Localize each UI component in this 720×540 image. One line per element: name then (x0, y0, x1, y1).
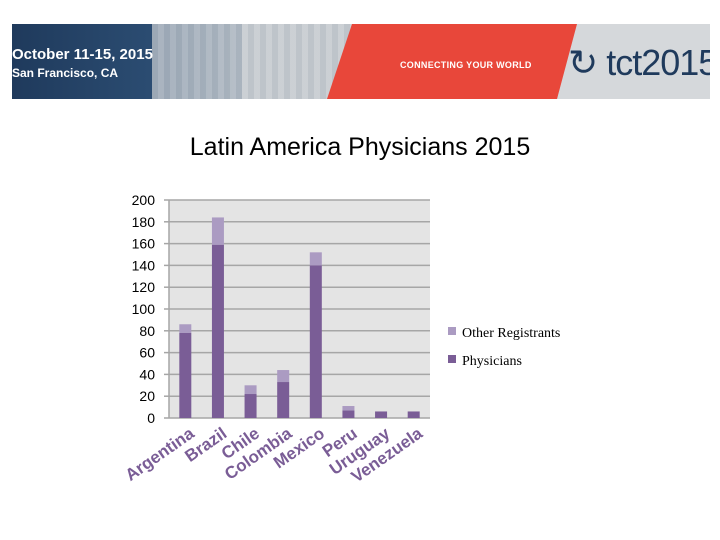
y-tick-label: 0 (147, 410, 155, 426)
legend-label: Physicians (462, 354, 522, 369)
bar-physicians (277, 382, 290, 418)
bar-other-registrants (244, 385, 257, 395)
bar-physicians (342, 410, 355, 418)
banner-tagline: CONNECTING YOUR WORLD (400, 60, 532, 70)
legend-label: Other Registrants (462, 326, 560, 341)
bar-physicians (375, 411, 388, 418)
bars (179, 217, 420, 418)
legend-swatch (448, 355, 456, 363)
y-tick-label: 140 (132, 257, 156, 273)
logo-swirl-icon: ↻ (568, 42, 598, 83)
y-axis-ticks: 0 20 40 60 80 100 120 140 160 180 200 (132, 192, 156, 426)
event-banner: October 11-15, 2015 San Francisco, CA CO… (12, 24, 710, 99)
logo-text: tct2015 (606, 42, 710, 83)
y-tick-label: 160 (132, 236, 156, 252)
y-tick-label: 60 (139, 345, 155, 361)
legend: Other Registrants Physicians (448, 326, 560, 369)
bar-other-registrants (277, 370, 290, 383)
bar-physicians (309, 265, 322, 418)
banner-city: San Francisco, CA (12, 66, 119, 80)
banner-date: October 11-15, 2015 (12, 46, 153, 63)
banner-red-panel (327, 24, 577, 99)
bar-other-registrants (342, 406, 355, 411)
y-tick-label: 20 (139, 388, 155, 404)
y-tick-label: 40 (139, 366, 155, 382)
bar-physicians (211, 244, 224, 418)
x-axis-labels: ArgentinaBrazilChileColombiaMexicoPeruUr… (122, 423, 427, 486)
bar-physicians (407, 411, 420, 418)
y-tick-label: 180 (132, 214, 156, 230)
legend-swatch (448, 327, 456, 335)
bar-physicians (244, 394, 257, 418)
bar-other-registrants (309, 252, 322, 266)
chart-title: Latin America Physicians 2015 (190, 133, 530, 161)
y-tick-label: 200 (132, 192, 156, 208)
bar-physicians (179, 332, 192, 418)
y-tick-label: 120 (132, 279, 156, 295)
y-tick-label: 80 (139, 323, 155, 339)
banner-city-graphic (152, 24, 362, 99)
y-tick-label: 100 (132, 301, 156, 317)
bar-other-registrants (211, 217, 224, 245)
bar-other-registrants (179, 324, 192, 333)
banner-logo: ↻ tct2015 (568, 42, 710, 84)
